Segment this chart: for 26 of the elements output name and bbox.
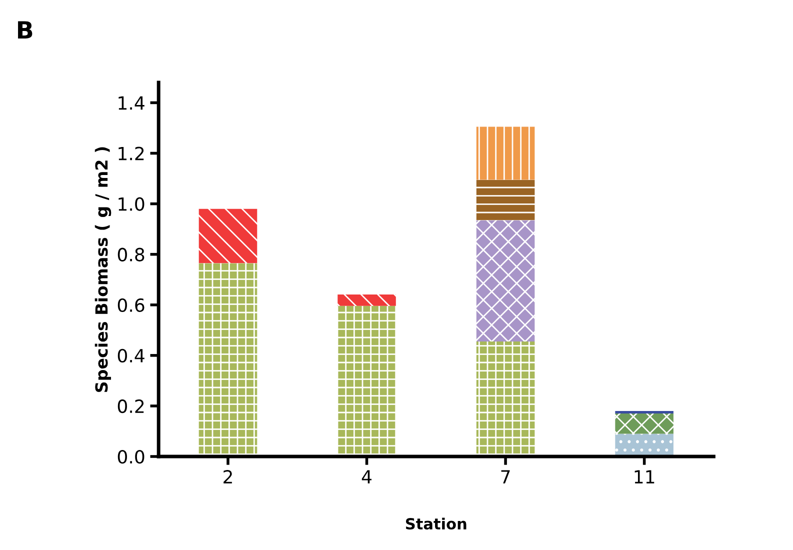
bar	[615, 434, 674, 456]
bar	[476, 126, 535, 180]
x-tick-label: 2	[224, 470, 232, 484]
bar	[198, 263, 258, 456]
chart-title: B	[18, 21, 32, 38]
bar	[476, 342, 535, 456]
y-tick-label: 1.0	[118, 197, 144, 211]
bar	[476, 180, 535, 220]
bar	[615, 411, 674, 414]
y-tick-label: 0.8	[118, 248, 144, 262]
x-tick-label: 11	[634, 470, 654, 484]
y-tick-label: 0.4	[118, 348, 144, 363]
y-tick-label: 0.6	[118, 298, 144, 312]
y-tick-label: 0.0	[118, 450, 144, 464]
bar	[198, 208, 258, 264]
y-tick-label: 0.2	[118, 399, 144, 414]
bar	[476, 220, 535, 342]
x-axis-title: Station	[406, 518, 466, 530]
x-tick-label: 7	[501, 470, 510, 484]
y-axis-title: Species Biomass ( g / m2 )	[94, 147, 112, 392]
y-tick-label: 1.2	[118, 146, 144, 160]
bar	[338, 306, 396, 456]
x-tick-label: 4	[362, 470, 372, 484]
bar	[615, 414, 674, 434]
bar	[338, 294, 396, 306]
y-tick-label: 1.4	[118, 96, 144, 110]
